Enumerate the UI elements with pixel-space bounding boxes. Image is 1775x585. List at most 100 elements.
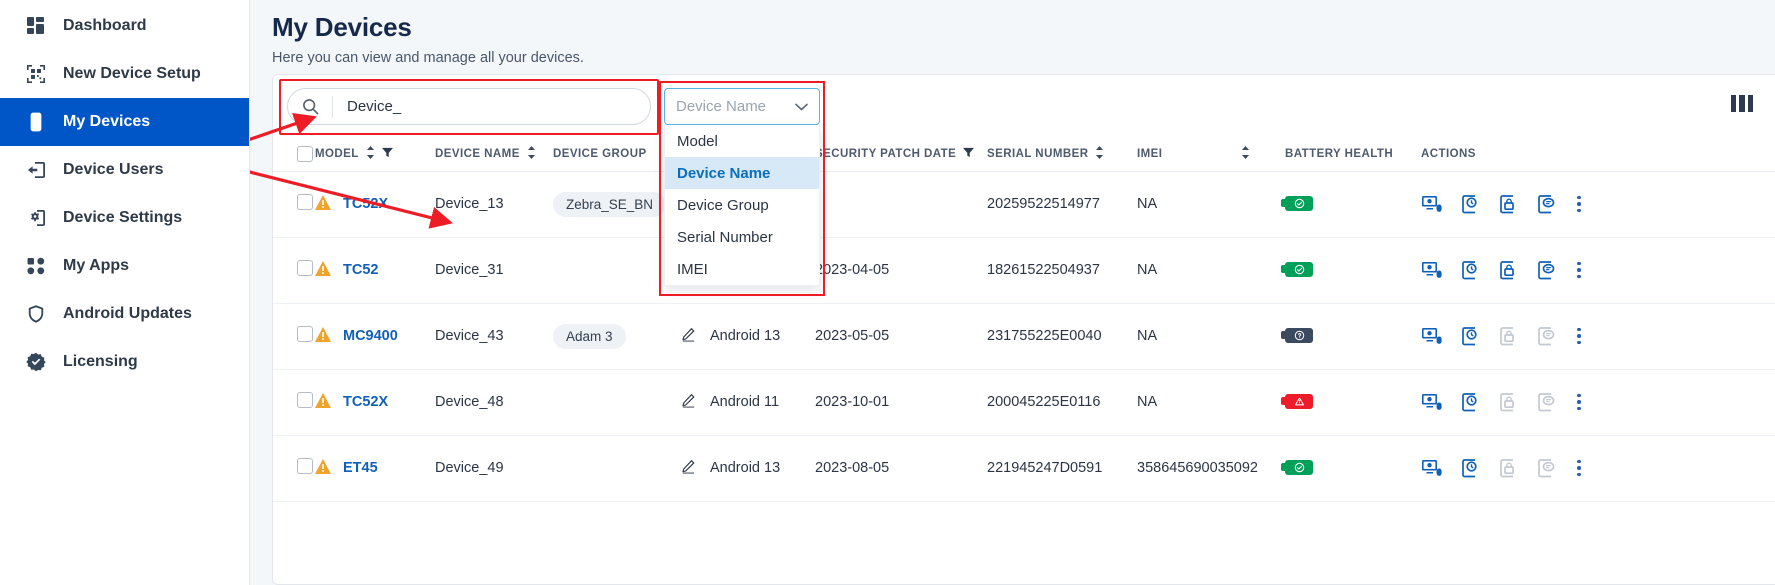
th-device-group[interactable]: DEVICE GROUP	[553, 137, 681, 172]
cell-os-version: Android 13	[681, 435, 815, 502]
warning-icon	[315, 458, 331, 478]
devices-card: Device Name Model Device Name Device Gro…	[272, 74, 1775, 585]
table-row[interactable]: TC52X Device_13 Zebra_SE_BN 202595225149…	[273, 171, 1775, 238]
remote-control-icon[interactable]	[1421, 457, 1443, 479]
table-row[interactable]: TC52 Device_31 2023-04-05 18261522504937…	[273, 237, 1775, 304]
cell-os-version: Android 11	[681, 369, 815, 436]
sort-icon[interactable]	[366, 145, 375, 162]
filter-option-model[interactable]: Model	[677, 132, 718, 150]
edit-pencil-icon[interactable]	[681, 459, 696, 478]
more-options-icon[interactable]	[1573, 393, 1585, 411]
more-options-icon[interactable]	[1573, 327, 1585, 345]
filter-option-device-group[interactable]: Device Group	[677, 196, 769, 214]
filter-icon[interactable]	[381, 147, 393, 161]
cell-battery-health	[1281, 237, 1421, 304]
sort-icon[interactable]	[527, 145, 536, 162]
model-link[interactable]: TC52X	[343, 196, 389, 212]
sidebar-item-device-settings[interactable]: Device Settings	[0, 194, 249, 242]
cell-battery-health	[1281, 303, 1421, 370]
th-actions-label: ACTIONS	[1421, 147, 1476, 160]
model-link[interactable]: ET45	[343, 460, 378, 476]
sidebar-item-label: Android Updates	[63, 305, 192, 322]
cell-model: TC52	[315, 237, 435, 304]
row-checkbox[interactable]	[297, 392, 313, 408]
th-device-group-label: DEVICE GROUP	[553, 147, 647, 160]
sidebar-item-my-apps[interactable]: My Apps	[0, 242, 249, 290]
sidebar-item-android-updates[interactable]: Android Updates	[0, 290, 249, 338]
cell-actions	[1421, 369, 1775, 436]
remote-control-icon[interactable]	[1421, 259, 1443, 281]
row-checkbox[interactable]	[297, 194, 313, 210]
sidebar-item-my-devices[interactable]: My Devices	[0, 98, 249, 146]
sort-icon[interactable]	[1241, 145, 1250, 162]
cell-checkbox	[273, 435, 315, 502]
remote-control-icon[interactable]	[1421, 325, 1443, 347]
search-icon	[288, 98, 332, 115]
table-toolbar: Device Name Model Device Name Device Gro…	[273, 75, 1775, 286]
filter-option-serial-number[interactable]: Serial Number	[677, 228, 773, 246]
device-refresh-icon[interactable]	[1459, 193, 1481, 215]
filter-option-imei[interactable]: IMEI	[677, 260, 708, 278]
sidebar-item-device-users[interactable]: Device Users	[0, 146, 249, 194]
device-lock-icon[interactable]	[1497, 193, 1519, 215]
sidebar-item-licensing[interactable]: Licensing	[0, 338, 249, 386]
cell-model: TC52X	[315, 369, 435, 436]
th-select-all	[273, 137, 315, 172]
device-refresh-icon[interactable]	[1459, 259, 1481, 281]
table-row[interactable]: ET45 Device_49 Android 13 2023-08-05	[273, 435, 1775, 502]
edit-pencil-icon[interactable]	[681, 327, 696, 346]
cell-actions	[1421, 435, 1775, 502]
table-header: MODEL DEVICE NAME	[273, 137, 1775, 172]
cell-serial-number: 200045225E0116	[987, 369, 1137, 436]
os-version-text: Android 11	[710, 394, 780, 410]
device-message-icon[interactable]	[1535, 193, 1557, 215]
more-options-icon[interactable]	[1573, 195, 1585, 213]
table-row[interactable]: TC52X Device_48 Android 11 2023-10-01	[273, 369, 1775, 436]
sort-icon[interactable]	[1095, 145, 1104, 162]
remote-control-icon[interactable]	[1421, 193, 1443, 215]
device-lock-icon	[1497, 457, 1519, 479]
device-refresh-icon[interactable]	[1459, 391, 1481, 413]
select-all-checkbox[interactable]	[297, 145, 313, 162]
row-checkbox[interactable]	[297, 458, 313, 474]
th-serial-number[interactable]: SERIAL NUMBER	[987, 137, 1137, 172]
row-checkbox[interactable]	[297, 260, 313, 276]
remote-control-icon[interactable]	[1421, 391, 1443, 413]
model-link[interactable]: TC52	[343, 262, 379, 278]
device-group-chip: Zebra_SE_BN	[553, 191, 667, 217]
table-row[interactable]: MC9400 Device_43 Adam 3 Android 13 2023-…	[273, 303, 1775, 370]
row-checkbox[interactable]	[297, 326, 313, 342]
filter-icon[interactable]	[963, 147, 975, 161]
model-link[interactable]: MC9400	[343, 328, 398, 344]
sidebar-item-label: Device Settings	[63, 209, 183, 226]
th-model[interactable]: MODEL	[315, 137, 435, 172]
th-device-name[interactable]: DEVICE NAME	[435, 137, 553, 172]
more-options-icon[interactable]	[1573, 261, 1585, 279]
cell-checkbox	[273, 369, 315, 436]
sidebar-item-new-device-setup[interactable]: New Device Setup	[0, 50, 249, 98]
model-link[interactable]: TC52X	[343, 394, 389, 410]
sidebar-item-label: Dashboard	[63, 17, 147, 34]
device-settings-icon	[25, 207, 47, 229]
device-refresh-icon[interactable]	[1459, 325, 1481, 347]
apps-grid-icon	[25, 255, 47, 277]
more-options-icon[interactable]	[1573, 459, 1585, 477]
columns-icon[interactable]	[1731, 95, 1753, 112]
search-box[interactable]	[287, 88, 651, 125]
filter-field-select[interactable]: Device Name	[664, 88, 820, 125]
filter-field-dropdown[interactable]: Device Name Model Device Name Device Gro…	[664, 88, 820, 286]
filter-option-device-name[interactable]: Device Name	[665, 157, 819, 189]
search-input[interactable]	[333, 98, 650, 115]
device-message-icon[interactable]	[1535, 259, 1557, 281]
chevron-down-icon	[795, 98, 808, 116]
sidebar-item-dashboard[interactable]: Dashboard	[0, 2, 249, 50]
device-refresh-icon[interactable]	[1459, 457, 1481, 479]
th-imei[interactable]: IMEI	[1137, 137, 1285, 172]
device-user-icon	[25, 159, 47, 181]
th-security-patch-date[interactable]: SECURITY PATCH DATE	[815, 137, 987, 172]
table-body: TC52X Device_13 Zebra_SE_BN 202595225149…	[273, 171, 1775, 502]
filter-field-options[interactable]: Model Device Name Device Group Serial Nu…	[664, 125, 820, 286]
device-lock-icon[interactable]	[1497, 259, 1519, 281]
edit-pencil-icon[interactable]	[681, 393, 696, 412]
cell-device-group: Adam 3	[553, 303, 681, 370]
